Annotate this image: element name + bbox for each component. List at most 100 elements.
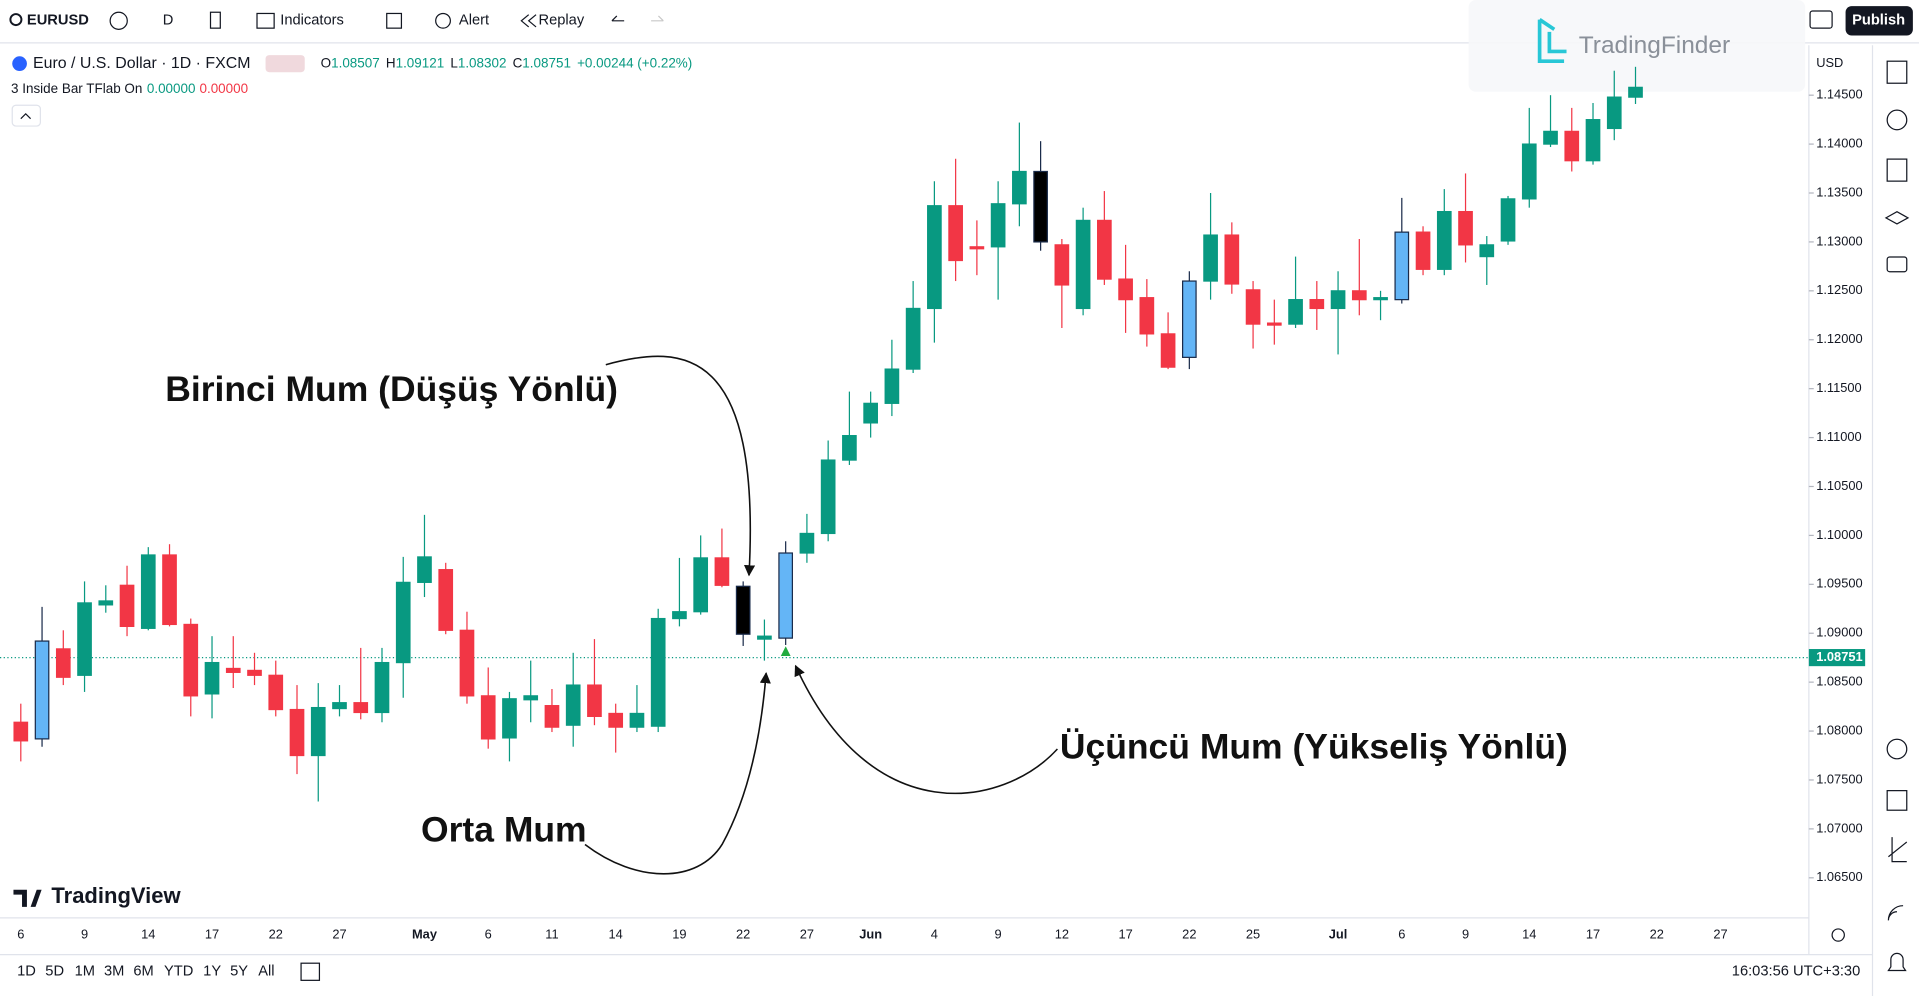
candle-body (948, 205, 963, 262)
sidebar-icon[interactable] (1884, 211, 1910, 225)
sidebar-icon[interactable] (1888, 837, 1908, 863)
collapse-button[interactable] (11, 104, 41, 127)
undo[interactable] (611, 15, 625, 22)
annotation: Birinci Mum (Düşüş Yönlü) (165, 369, 618, 409)
x-tick-label: 11 (545, 926, 558, 941)
add-symbol[interactable] (109, 11, 128, 30)
candle-body (1394, 231, 1410, 301)
range-button[interactable]: 5Y (230, 964, 248, 980)
candle-body (1564, 130, 1580, 162)
sidebar-icon[interactable] (1887, 905, 1904, 921)
redo[interactable] (651, 15, 664, 22)
sidebar-icon[interactable] (1886, 109, 1908, 131)
sidebar-icon[interactable] (1886, 738, 1908, 760)
interval[interactable]: D (163, 13, 174, 29)
y-tick-label: 1.07500 (1816, 771, 1862, 786)
candle-body (1181, 280, 1197, 358)
x-tick-label: May (412, 926, 438, 941)
replay-button[interactable]: Replay (538, 13, 584, 29)
x-tick-label: 27 (332, 926, 346, 941)
candle-body (629, 712, 645, 728)
candle-body (714, 557, 730, 586)
candle-body (1075, 219, 1091, 310)
range-button[interactable]: YTD (164, 964, 193, 980)
range-button[interactable]: 1M (75, 964, 95, 980)
candle-body (502, 698, 517, 739)
tv-logo: TradingView (51, 883, 181, 908)
candle-body (863, 402, 878, 424)
candle-body (1543, 130, 1558, 145)
candle-body (1118, 278, 1133, 301)
candle-body (1585, 119, 1601, 162)
x-tick-label: 6 (485, 926, 492, 941)
range-button[interactable]: 1Y (203, 964, 221, 980)
sidebar-icon[interactable] (1886, 158, 1908, 182)
range-button[interactable]: 6M (133, 964, 153, 980)
y-tick-label: 1.08000 (1816, 722, 1862, 737)
candle-body (459, 629, 475, 697)
x-tick-label: 9 (995, 926, 1002, 941)
candle-body (374, 661, 390, 714)
candle-body (1521, 143, 1537, 200)
x-tick-label: 22 (736, 926, 750, 941)
sidebar-icon[interactable] (1886, 60, 1908, 84)
indicators-icon[interactable] (256, 12, 275, 29)
layouts-icon[interactable] (386, 12, 403, 29)
sidebar-icon[interactable] (1887, 952, 1907, 972)
publish-button[interactable]: Publish (1852, 13, 1905, 29)
candle-body (1160, 333, 1176, 368)
alert-icon[interactable] (435, 12, 451, 29)
signal-marker (780, 646, 791, 657)
candle-body (1500, 198, 1516, 242)
snapshot[interactable] (1809, 10, 1833, 29)
replay-icon[interactable] (520, 14, 537, 28)
y-tick-label: 1.13500 (1816, 184, 1862, 199)
arrow (794, 664, 1058, 795)
x-tick-label: 14 (609, 926, 623, 941)
y-tick-label: 1.06500 (1816, 869, 1862, 884)
y-tick-label: 1.14500 (1816, 87, 1862, 102)
candle-body (1054, 244, 1070, 286)
settings-icon[interactable] (1831, 928, 1845, 942)
y-tick-label: 1.12500 (1816, 282, 1862, 297)
range-button[interactable]: 3M (104, 964, 124, 980)
candle-body (1606, 96, 1622, 130)
alert-button[interactable]: Alert (459, 13, 489, 29)
last-price-tag (1808, 649, 1866, 667)
candle-body (1330, 290, 1346, 310)
date-range-icon[interactable] (300, 962, 321, 981)
x-tick-label: 27 (1713, 926, 1727, 941)
range-button[interactable]: 5D (45, 964, 64, 980)
candle-body (204, 661, 220, 695)
sidebar-icon[interactable] (1886, 790, 1908, 811)
x-tick-label: Jun (859, 926, 882, 941)
candle-body (1415, 231, 1431, 270)
y-tick-label: 1.07000 (1816, 820, 1862, 835)
candle-body (98, 600, 114, 606)
candle-body (1628, 86, 1643, 98)
x-tick-label: 6 (1398, 926, 1405, 941)
ohlc-key: H (386, 55, 396, 70)
sidebar-icon[interactable] (1886, 256, 1908, 273)
range-button[interactable]: 1D (17, 964, 36, 980)
candle-body (927, 205, 942, 310)
range-button[interactable]: All (258, 964, 274, 980)
x-tick-label: 9 (1462, 926, 1469, 941)
candle-body (1012, 170, 1027, 205)
collapse-icon (20, 112, 32, 120)
publish-bg[interactable] (1845, 6, 1913, 36)
legend-title: Euro / U.S. Dollar · 1D · FXCM (33, 55, 250, 72)
search-icon[interactable] (9, 13, 23, 27)
x-tick-label: 22 (269, 926, 283, 941)
chart-type-icon[interactable] (209, 11, 221, 29)
indicators-button[interactable]: Indicators (280, 13, 344, 29)
candle-body (55, 648, 71, 678)
currency[interactable]: USD (1816, 55, 1843, 70)
symbol[interactable]: EURUSD (27, 13, 89, 29)
candle-body (332, 702, 347, 710)
candle-body (757, 635, 772, 640)
y-tick-label: 1.10500 (1816, 478, 1862, 493)
range-bar: 1D 5D 1M 3M 6M YTD 1Y 5Y All (17, 964, 274, 980)
